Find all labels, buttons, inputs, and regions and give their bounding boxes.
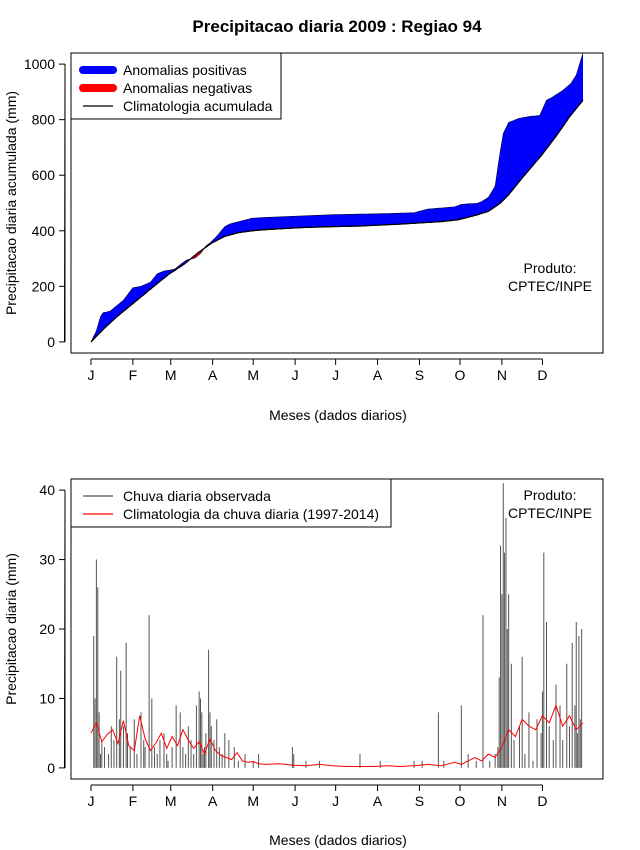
x-tick-label: A	[208, 367, 218, 383]
y-tick-label: 400	[32, 223, 56, 239]
x-tick-label: D	[537, 367, 547, 383]
product-note: CPTEC/INPE	[508, 278, 592, 294]
product-note: Produto:	[524, 260, 577, 276]
x-tick-label: J	[88, 793, 95, 809]
figure-title: Precipitacao diaria 2009 : Regiao 94	[192, 17, 482, 36]
x-tick-label: O	[455, 367, 466, 383]
x-tick-label: J	[332, 793, 339, 809]
x-tick-label: O	[455, 793, 466, 809]
x-tick-label: A	[373, 367, 383, 383]
x-tick-label: M	[165, 793, 177, 809]
legend-label: Anomalias positivas	[123, 62, 247, 78]
panel-2: 0 10 20 30 40 J F M A M J J A S O N D Meses (dados diario…	[3, 478, 604, 848]
x-tick-label: M	[247, 793, 259, 809]
y-axis-label: Precipitacao diaria (mm)	[3, 553, 19, 705]
x-tick-label: A	[373, 793, 383, 809]
x-tick-label: M	[165, 367, 177, 383]
x-tick-label: M	[247, 367, 259, 383]
x-tick-label: S	[415, 367, 424, 383]
plot-frame	[70, 52, 604, 354]
y-tick-label: 0	[47, 334, 55, 350]
observed-accumulated-line	[90, 52, 584, 343]
x-tick-label: N	[497, 793, 507, 809]
x-tick-label: J	[292, 367, 299, 383]
product-note: CPTEC/INPE	[508, 505, 592, 521]
panel-1: 0 200 400 600 800 1000 J F M A M J J A S O N D Meses (dado…	[3, 52, 604, 423]
legend-label: Climatologia acumulada	[123, 98, 273, 114]
legend-label: Anomalias negativas	[123, 80, 252, 96]
y-tick-label: 10	[39, 690, 55, 706]
x-tick-label: S	[415, 793, 424, 809]
x-axis-label: Meses (dados diarios)	[269, 407, 407, 423]
legend-label: Climatologia da chuva diaria (1997-2014)	[123, 506, 379, 522]
x-axis-label: Meses (dados diarios)	[269, 832, 407, 848]
y-tick-label: 40	[39, 482, 55, 498]
x-tick-label: N	[497, 367, 507, 383]
y-tick-label: 20	[39, 621, 55, 637]
x-tick-label: F	[129, 793, 138, 809]
y-tick-label: 200	[32, 278, 56, 294]
product-note: Produto:	[524, 487, 577, 503]
y-tick-label: 30	[39, 552, 55, 568]
x-tick-label: A	[208, 793, 218, 809]
x-tick-label: D	[537, 793, 547, 809]
x-tick-label: J	[88, 367, 95, 383]
legend-box	[70, 478, 392, 528]
y-tick-label: 800	[32, 112, 56, 128]
legend-label: Chuva diaria observada	[123, 488, 271, 504]
x-tick-label: J	[332, 367, 339, 383]
y-axis-label: Precipitacao diaria acumulada (mm)	[3, 91, 19, 315]
climatology-daily-line	[90, 703, 584, 768]
x-tick-label: J	[292, 793, 299, 809]
climatology-accumulated-line	[90, 99, 584, 343]
x-tick-label: F	[129, 367, 138, 383]
y-tick-label: 0	[47, 760, 55, 776]
y-tick-label: 600	[32, 167, 56, 183]
y-tick-label: 1000	[24, 56, 55, 72]
